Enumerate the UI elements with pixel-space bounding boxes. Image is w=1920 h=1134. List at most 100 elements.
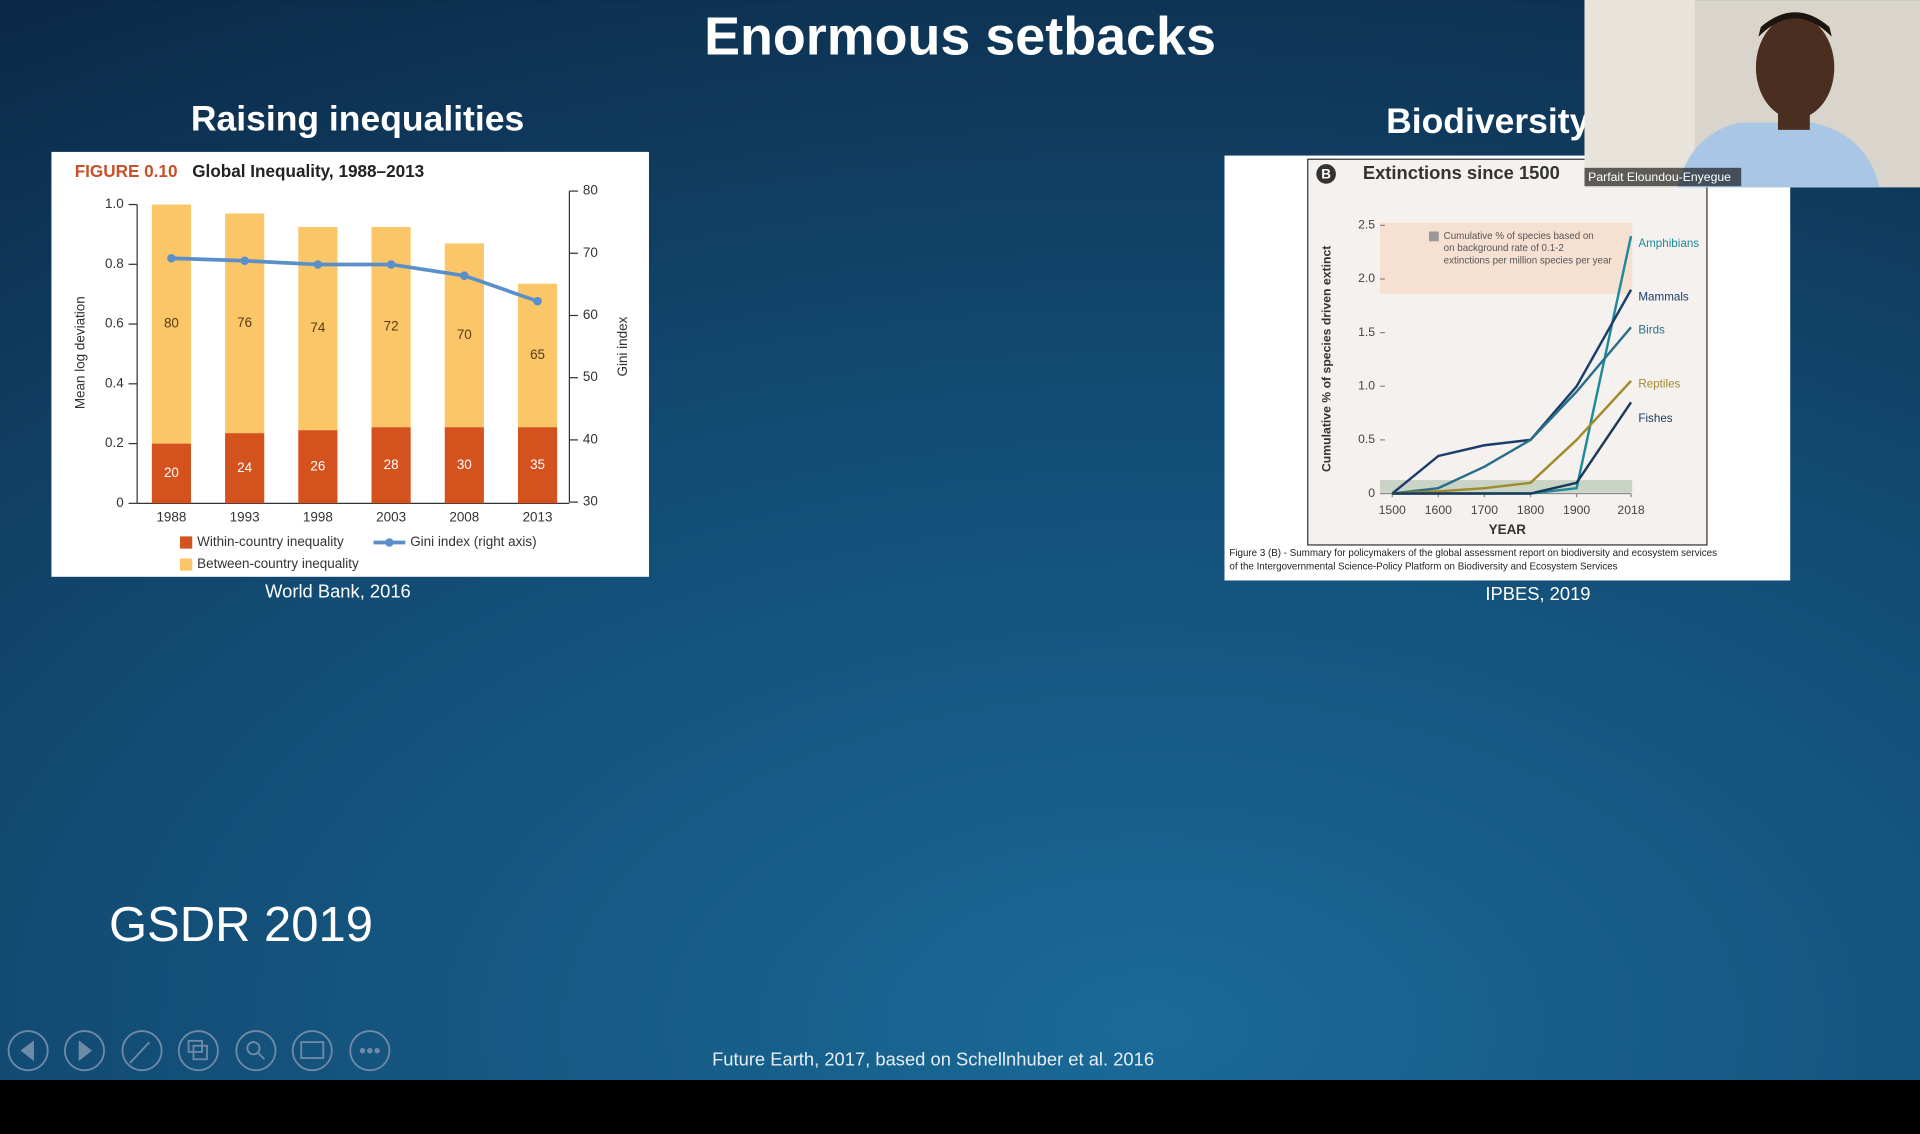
gini-line — [171, 256, 539, 303]
share-label: 20 — [164, 465, 179, 480]
x-tick-label: 2003 — [376, 510, 406, 525]
more-button[interactable] — [349, 1030, 391, 1072]
x-tick-label: 1998 — [303, 510, 333, 525]
chart-title: Global Inequality, 1988–2013 — [192, 161, 424, 181]
y2-tick-label: 30 — [583, 494, 598, 509]
series-label: Reptiles — [1638, 378, 1680, 391]
legend-label: Between-country inequality — [197, 556, 359, 571]
right-heading: Biodiversity — [1386, 101, 1589, 141]
subtitles-button[interactable] — [291, 1030, 333, 1072]
x-tick-label: 1988 — [156, 510, 186, 525]
y-tick-label: 0.6 — [105, 316, 124, 331]
y2-tick-label: 40 — [583, 431, 598, 446]
x-tick-label: 1900 — [1563, 503, 1590, 517]
previous-button[interactable] — [7, 1030, 49, 1072]
x-tick-label: 1500 — [1379, 503, 1406, 517]
bar-segment — [517, 427, 558, 504]
figure-label: FIGURE 0.10 — [75, 161, 178, 181]
bar-segment — [517, 283, 558, 428]
share-label: 80 — [164, 316, 179, 331]
panel-label: B — [1321, 167, 1331, 182]
y2-tick-label: 80 — [583, 183, 598, 198]
y2-tick-label: 70 — [583, 245, 598, 260]
y-tick-label: 0 — [1368, 486, 1375, 500]
share-label: 76 — [237, 315, 252, 330]
left-caption: World Bank, 2016 — [265, 581, 411, 602]
series-label: Amphibians — [1638, 237, 1699, 250]
panel-badge — [1316, 164, 1336, 184]
presenter-toolbar — [7, 1030, 391, 1072]
video-tile: Parfait Eloundou-Enyegue — [1584, 0, 1920, 188]
share-label: 28 — [384, 457, 399, 472]
share-label: 74 — [310, 320, 325, 335]
share-label: 30 — [457, 457, 472, 472]
x-axis-label: YEAR — [1489, 522, 1527, 537]
share-label: 35 — [530, 457, 545, 472]
x-tick-label: 1600 — [1425, 503, 1452, 517]
extinction-line — [1392, 401, 1633, 495]
next-button[interactable] — [63, 1030, 105, 1072]
series-label: Fishes — [1638, 412, 1672, 425]
y-axis-label: Cumulative % of species driven extinct — [1320, 246, 1334, 472]
gini-point — [533, 296, 542, 306]
y-tick-label: 1.0 — [1358, 378, 1375, 392]
figure-caption: of the Intergovernmental Science-Policy … — [1229, 562, 1617, 573]
legend-swatch — [180, 558, 193, 571]
chart-title: Extinctions since 1500 — [1363, 162, 1560, 183]
y-tick-label: 1.0 — [105, 196, 124, 211]
letterbox — [0, 1080, 1920, 1134]
annotation-text: extinctions per million species per year — [1444, 255, 1613, 266]
y2-axis-label: Gini index — [615, 316, 630, 376]
x-tick-label: 1800 — [1517, 503, 1544, 517]
y-tick-label: 0.2 — [105, 435, 124, 450]
y-tick-label: 0.5 — [1358, 432, 1375, 446]
annotation-text: Cumulative % of species based on — [1444, 231, 1594, 242]
bar-segment — [371, 427, 411, 504]
x-tick-label: 2008 — [449, 510, 479, 525]
annotation-band — [1380, 222, 1633, 294]
legend-label: Gini index (right axis) — [410, 534, 536, 549]
slides-button[interactable] — [177, 1030, 219, 1072]
extinction-line — [1392, 380, 1632, 495]
participant-name: Parfait Eloundou-Enyegue — [1588, 170, 1731, 184]
share-label: 65 — [530, 347, 545, 362]
y-tick-label: 0 — [116, 495, 123, 510]
gini-point — [460, 271, 469, 280]
y-axis-label: Mean log deviation — [72, 296, 87, 409]
x-tick-label: 1700 — [1471, 503, 1498, 517]
share-label: 24 — [237, 460, 252, 475]
bar-segment — [225, 433, 265, 504]
share-label: 26 — [310, 458, 325, 473]
bar-segment — [444, 427, 484, 504]
gini-point — [167, 253, 176, 263]
extinction-line — [1392, 326, 1632, 495]
bar-segment — [298, 430, 338, 504]
legend-label: Within-country inequality — [197, 534, 344, 549]
charts: FIGURE 0.10 Global Inequality, 1988–2013 0… — [51, 151, 1791, 581]
zoom-button[interactable] — [235, 1030, 277, 1072]
bar-segment — [225, 213, 265, 434]
bar-segment — [151, 443, 192, 504]
y-tick-label: 0.4 — [105, 375, 124, 390]
y-tick-label: 2.5 — [1358, 218, 1375, 232]
figure-caption: Figure 3 (B) - Summary for policymakers … — [1229, 548, 1717, 559]
x-tick-label: 1993 — [230, 510, 260, 525]
gini-point — [313, 260, 323, 269]
y-tick-label: 1.5 — [1358, 325, 1375, 339]
share-label: 72 — [384, 319, 399, 334]
pen-button[interactable] — [121, 1030, 163, 1072]
y-tick-label: 0.8 — [105, 256, 124, 271]
gini-point — [386, 260, 396, 269]
x-tick-label: 2013 — [523, 510, 553, 525]
legend-swatch — [180, 536, 193, 549]
x-tick-label: 2018 — [1617, 503, 1644, 517]
legend-point — [385, 538, 394, 547]
y2-tick-label: 60 — [583, 307, 598, 322]
chart-panel — [51, 151, 649, 577]
gini-point — [240, 256, 249, 266]
annotation-swatch — [1428, 231, 1439, 242]
footer-label: GSDR 2019 — [109, 898, 373, 952]
extinction-line — [1391, 289, 1633, 495]
slide-title: Enormous setbacks — [704, 7, 1216, 67]
